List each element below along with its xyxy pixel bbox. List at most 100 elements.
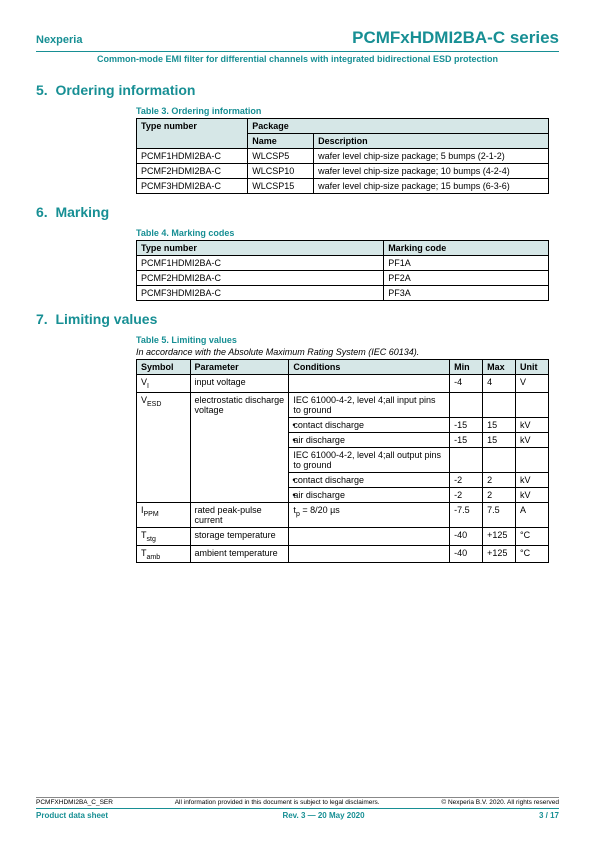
section-5-heading: 5. Ordering information: [36, 82, 559, 98]
t5-r7-param: rated peak-pulse current: [190, 502, 289, 527]
t5-r7-max: 7.5: [483, 502, 516, 527]
table5-note: In accordance with the Absolute Maximum …: [136, 347, 549, 357]
t5-r7-min: -7.5: [450, 502, 483, 527]
t5-r1-param: electrostatic discharge voltage: [190, 392, 289, 502]
brand-name: Nexperia: [36, 34, 82, 46]
section-7-title: Limiting values: [55, 311, 157, 327]
table-row: PCMF2HDMI2BA-C PF2A: [137, 271, 549, 286]
t5-r8-param: storage temperature: [190, 527, 289, 545]
page-footer: PCMFXHDMI2BA_C_SER All information provi…: [36, 797, 559, 820]
t5-r9-param: ambient temperature: [190, 545, 289, 563]
footer-copyright: © Nexperia B.V. 2020. All rights reserve…: [441, 799, 559, 806]
t5-h-unit: Unit: [516, 360, 549, 375]
section-5-title: Ordering information: [55, 82, 195, 98]
t5-r3-min: -15: [450, 432, 483, 447]
section-7-num: 7.: [36, 311, 48, 327]
t4-r2-tn: PCMF3HDMI2BA-C: [137, 286, 384, 301]
t5-r4-unit: [516, 447, 549, 472]
t5-h-min: Min: [450, 360, 483, 375]
table-marking-codes: Type number Marking code PCMF1HDMI2BA-C …: [136, 240, 549, 301]
table-row: PCMF1HDMI2BA-C PF1A: [137, 256, 549, 271]
footer-disclaimer: All information provided in this documen…: [175, 799, 380, 806]
t3-r2-tn: PCMF3HDMI2BA-C: [137, 179, 248, 194]
table-row: Tamb ambient temperature -40 +125 °C: [137, 545, 549, 563]
t5-r0-min: -4: [450, 375, 483, 393]
t3-h-type: Type number: [137, 119, 248, 149]
t5-r7-sym: IPPM: [137, 502, 191, 527]
t5-r1-max: [483, 392, 516, 417]
t5-r4-min: [450, 447, 483, 472]
t3-h-name: Name: [248, 134, 314, 149]
t5-r5-min: -2: [450, 472, 483, 487]
t5-r8-min: -40: [450, 527, 483, 545]
t5-r2-unit: kV: [516, 417, 549, 432]
t4-r1-tn: PCMF2HDMI2BA-C: [137, 271, 384, 286]
section-6-num: 6.: [36, 204, 48, 220]
t3-h-desc: Description: [314, 134, 549, 149]
t5-r0-param: input voltage: [190, 375, 289, 393]
t3-r2-desc: wafer level chip-size package; 15 bumps …: [314, 179, 549, 194]
t4-r0-tn: PCMF1HDMI2BA-C: [137, 256, 384, 271]
t5-r2-cond: contact discharge: [289, 417, 450, 432]
t5-r4-cond: IEC 61000-4-2, level 4;all output pins t…: [289, 447, 450, 472]
section-5-num: 5.: [36, 82, 48, 98]
t3-r1-tn: PCMF2HDMI2BA-C: [137, 164, 248, 179]
t5-r8-sym: Tstg: [137, 527, 191, 545]
t4-r1-code: PF2A: [384, 271, 549, 286]
t5-r5-max: 2: [483, 472, 516, 487]
t5-r5-cond: contact discharge: [289, 472, 450, 487]
t3-r0-name: WLCSP5: [248, 149, 314, 164]
t5-r7-unit: A: [516, 502, 549, 527]
t5-r0-max: 4: [483, 375, 516, 393]
t3-r0-desc: wafer level chip-size package; 5 bumps (…: [314, 149, 549, 164]
t5-r0-unit: V: [516, 375, 549, 393]
footer-page: 3 / 17: [539, 811, 559, 820]
table3-caption: Table 3. Ordering information: [136, 106, 549, 116]
t5-r9-cond: [289, 545, 450, 563]
t5-r0-cond: [289, 375, 450, 393]
doc-title: PCMFxHDMI2BA-C series: [352, 28, 559, 48]
sym-sub: stg: [147, 536, 156, 543]
table-row: PCMF1HDMI2BA-C WLCSP5 wafer level chip-s…: [137, 149, 549, 164]
sym-sub: I: [147, 383, 149, 390]
t5-r1-min: [450, 392, 483, 417]
header-rule: [36, 51, 559, 52]
t5-r9-unit: °C: [516, 545, 549, 563]
table4-caption: Table 4. Marking codes: [136, 228, 549, 238]
t3-r1-name: WLCSP10: [248, 164, 314, 179]
page-header: Nexperia PCMFxHDMI2BA-C series: [36, 28, 559, 48]
t5-h-max: Max: [483, 360, 516, 375]
t5-r6-unit: kV: [516, 487, 549, 502]
t4-h-type: Type number: [137, 241, 384, 256]
t3-r1-desc: wafer level chip-size package; 10 bumps …: [314, 164, 549, 179]
t5-r3-max: 15: [483, 432, 516, 447]
table-row: VI input voltage -4 4 V: [137, 375, 549, 393]
table-row: Tstg storage temperature -40 +125 °C: [137, 527, 549, 545]
t5-r6-cond: air discharge: [289, 487, 450, 502]
t5-r2-max: 15: [483, 417, 516, 432]
t5-h-sym: Symbol: [137, 360, 191, 375]
table-row: VESD electrostatic discharge voltage IEC…: [137, 392, 549, 417]
t5-r5-unit: kV: [516, 472, 549, 487]
sym-sub: amb: [147, 553, 161, 560]
table-row: PCMF2HDMI2BA-C WLCSP10 wafer level chip-…: [137, 164, 549, 179]
table-row: IPPM rated peak-pulse current tp = 8/20 …: [137, 502, 549, 527]
t5-r0-sym: VI: [137, 375, 191, 393]
t5-r8-cond: [289, 527, 450, 545]
table-row: PCMF3HDMI2BA-C PF3A: [137, 286, 549, 301]
t5-r7-cond: tp = 8/20 µs: [289, 502, 450, 527]
t3-r2-name: WLCSP15: [248, 179, 314, 194]
t5-r3-unit: kV: [516, 432, 549, 447]
t5-r9-sym: Tamb: [137, 545, 191, 563]
footer-docid: PCMFXHDMI2BA_C_SER: [36, 799, 113, 806]
section-6-heading: 6. Marking: [36, 204, 559, 220]
table-ordering-info: Type number Package Name Description PCM…: [136, 118, 549, 194]
t4-r0-code: PF1A: [384, 256, 549, 271]
t5-r3-cond: air discharge: [289, 432, 450, 447]
t5-r6-max: 2: [483, 487, 516, 502]
t5-r1-cond: IEC 61000-4-2, level 4;all input pins to…: [289, 392, 450, 417]
t5-r1-sym: VESD: [137, 392, 191, 502]
footer-rev: Rev. 3 — 20 May 2020: [282, 811, 364, 820]
t5-r4-max: [483, 447, 516, 472]
t5-h-cond: Conditions: [289, 360, 450, 375]
